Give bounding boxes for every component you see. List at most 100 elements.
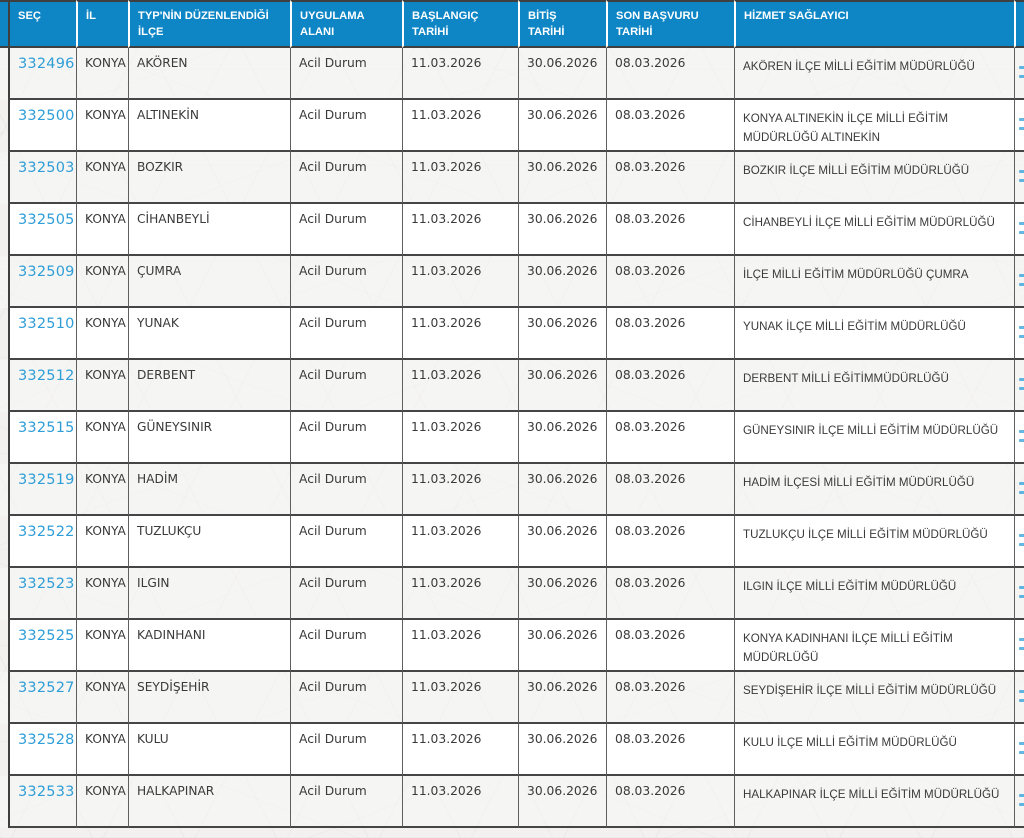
truncated-link-fragment[interactable] — [1019, 751, 1024, 754]
truncated-cell-right — [1014, 776, 1024, 828]
truncated-link-fragment[interactable] — [1019, 335, 1024, 338]
truncated-link-fragment[interactable] — [1019, 127, 1024, 130]
typ-id-link[interactable]: 332533 — [18, 784, 75, 800]
cell-baslangic: 11.03.2026 — [402, 568, 518, 620]
cell-il: KONYA — [76, 152, 128, 204]
truncated-link-fragment[interactable] — [1019, 283, 1024, 286]
cell-baslangic: 11.03.2026 — [402, 204, 518, 256]
typ-id-link[interactable]: 332519 — [18, 472, 75, 488]
cell-bitis: 30.06.2026 — [518, 152, 606, 204]
truncated-link-fragment[interactable] — [1019, 647, 1024, 650]
truncated-link-fragment[interactable] — [1019, 699, 1024, 702]
truncated-cell-left — [0, 48, 8, 100]
cell-saglayici: DERBENT MİLLİ EĞİTİMMÜDÜRLÜĞÜ — [734, 360, 1014, 412]
truncated-link-fragment[interactable] — [1019, 794, 1024, 797]
col-header-sec: SEÇ — [8, 0, 76, 48]
truncated-cell-right — [1014, 360, 1024, 412]
cell-saglayici: BOZKIR İLÇE MİLLİ EĞİTİM MÜDÜRLÜĞÜ — [734, 152, 1014, 204]
truncated-link-fragment[interactable] — [1019, 66, 1024, 69]
truncated-link-fragment[interactable] — [1019, 430, 1024, 433]
typ-id-link[interactable]: 332525 — [18, 628, 75, 644]
cell-saglayici: İLÇE MİLLİ EĞİTİM MÜDÜRLÜĞÜ ÇUMRA — [734, 256, 1014, 308]
cell-ilce: HADİM — [128, 464, 290, 516]
typ-id-link[interactable]: 332515 — [18, 420, 75, 436]
typ-id-link[interactable]: 332503 — [18, 160, 75, 176]
truncated-link-fragment[interactable] — [1019, 378, 1024, 381]
typ-id-link[interactable]: 332510 — [18, 316, 75, 332]
cell-ilce: YUNAK — [128, 308, 290, 360]
truncated-link-fragment[interactable] — [1019, 595, 1024, 598]
cell-alan: Acil Durum — [290, 516, 402, 568]
truncated-link-fragment[interactable] — [1019, 491, 1024, 494]
cell-bitis: 30.06.2026 — [518, 204, 606, 256]
cell-sec: 332503 — [8, 152, 76, 204]
cell-sec: 332500 — [8, 100, 76, 152]
table-row: 332509 KONYA ÇUMRA Acil Durum 11.03.2026 30.0… — [0, 256, 1024, 308]
truncated-link-fragment[interactable] — [1019, 586, 1024, 589]
cell-baslangic: 11.03.2026 — [402, 412, 518, 464]
truncated-link-fragment[interactable] — [1019, 222, 1024, 225]
typ-id-link[interactable]: 332496 — [18, 56, 75, 72]
cell-il: KONYA — [76, 464, 128, 516]
cell-alan: Acil Durum — [290, 620, 402, 672]
truncated-cell-right — [1014, 724, 1024, 776]
cell-bitis: 30.06.2026 — [518, 100, 606, 152]
cell-alan: Acil Durum — [290, 412, 402, 464]
cell-bitis: 30.06.2026 — [518, 464, 606, 516]
cell-son_basvuru: 08.03.2026 — [606, 152, 734, 204]
cell-saglayici: KONYA KADINHANI İLÇE MİLLİ EĞİTİM MÜDÜRL… — [734, 620, 1014, 672]
cell-baslangic: 11.03.2026 — [402, 464, 518, 516]
typ-id-link[interactable]: 332527 — [18, 680, 75, 696]
truncated-link-fragment[interactable] — [1019, 231, 1024, 234]
truncated-link-fragment[interactable] — [1019, 543, 1024, 546]
header-row: SEÇ İL TYP'NİN DÜZENLENDİĞİ İLÇE UYGULAMA A… — [0, 0, 1024, 48]
cell-saglayici: YUNAK İLÇE MİLLİ EĞİTİM MÜDÜRLÜĞÜ — [734, 308, 1014, 360]
truncated-link-fragment[interactable] — [1019, 179, 1024, 182]
truncated-link-fragment[interactable] — [1019, 638, 1024, 641]
cell-bitis: 30.06.2026 — [518, 308, 606, 360]
cell-sec: 332523 — [8, 568, 76, 620]
typ-id-link[interactable]: 332523 — [18, 576, 75, 592]
table-row: 332533 KONYA HALKAPINAR Acil Durum 11.03.202… — [0, 776, 1024, 828]
cell-sec: 332519 — [8, 464, 76, 516]
truncated-link-fragment[interactable] — [1019, 690, 1024, 693]
truncated-link-fragment[interactable] — [1019, 534, 1024, 537]
typ-id-link[interactable]: 332528 — [18, 732, 75, 748]
cell-son_basvuru: 08.03.2026 — [606, 464, 734, 516]
typ-id-link[interactable]: 332522 — [18, 524, 75, 540]
typ-id-link[interactable]: 332505 — [18, 212, 75, 228]
cell-sec: 332496 — [8, 48, 76, 100]
typ-id-link[interactable]: 332500 — [18, 108, 75, 124]
cell-sec: 332533 — [8, 776, 76, 828]
truncated-link-fragment[interactable] — [1019, 326, 1024, 329]
cell-ilce: ALTINEKİN — [128, 100, 290, 152]
truncated-link-fragment[interactable] — [1019, 387, 1024, 390]
truncated-link-fragment[interactable] — [1019, 482, 1024, 485]
cell-ilce: DERBENT — [128, 360, 290, 412]
truncated-cell-left — [0, 724, 8, 776]
cell-ilce: SEYDİŞEHİR — [128, 672, 290, 724]
truncated-cell-left — [0, 412, 8, 464]
cell-saglayici: KONYA ALTINEKİN İLÇE MİLLİ EĞİTİM MÜDÜRL… — [734, 100, 1014, 152]
truncated-link-fragment[interactable] — [1019, 742, 1024, 745]
cell-son_basvuru: 08.03.2026 — [606, 256, 734, 308]
truncated-cell-left — [0, 100, 8, 152]
cell-il: KONYA — [76, 256, 128, 308]
truncated-link-fragment[interactable] — [1019, 75, 1024, 78]
truncated-link-fragment[interactable] — [1019, 118, 1024, 121]
truncated-link-fragment[interactable] — [1019, 439, 1024, 442]
cell-il: KONYA — [76, 724, 128, 776]
cell-baslangic: 11.03.2026 — [402, 516, 518, 568]
cell-son_basvuru: 08.03.2026 — [606, 48, 734, 100]
truncated-link-fragment[interactable] — [1019, 803, 1024, 806]
col-header-son_basvuru: SON BAŞVURU TARİHİ — [606, 0, 734, 48]
typ-id-link[interactable]: 332509 — [18, 264, 75, 280]
cell-ilce: KADINHANI — [128, 620, 290, 672]
cell-il: KONYA — [76, 516, 128, 568]
truncated-link-fragment[interactable] — [1019, 274, 1024, 277]
cell-bitis: 30.06.2026 — [518, 360, 606, 412]
truncated-link-fragment[interactable] — [1019, 170, 1024, 173]
typ-id-link[interactable]: 332512 — [18, 368, 75, 384]
cell-sec: 332527 — [8, 672, 76, 724]
